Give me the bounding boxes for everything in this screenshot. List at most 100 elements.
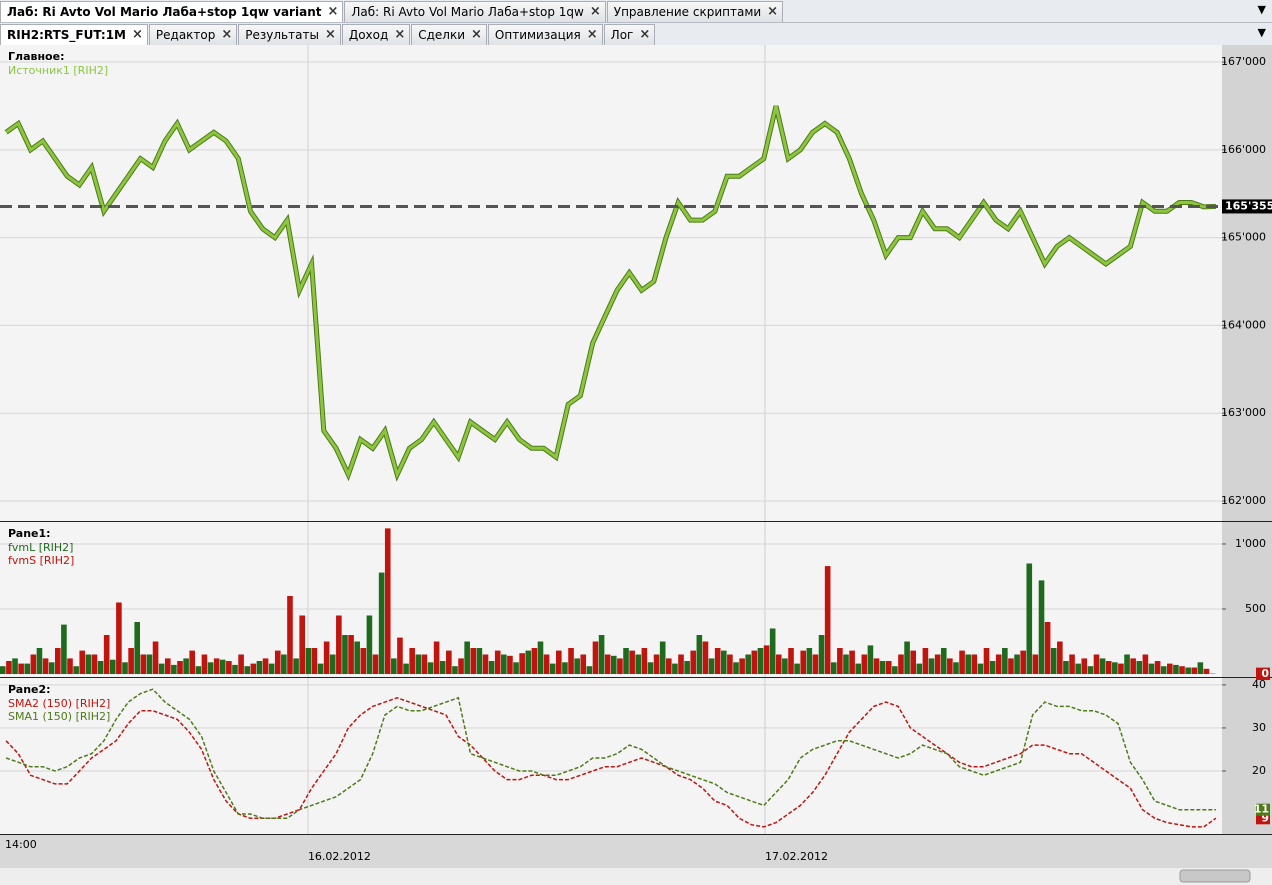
menu-arrow[interactable]: ▼ <box>1257 3 1266 16</box>
bar <box>488 661 495 675</box>
tab-label: Сделки <box>418 28 465 42</box>
tab-close[interactable]: × <box>471 27 482 42</box>
bar <box>873 658 880 675</box>
bar <box>1154 661 1161 675</box>
tab-label: Лог <box>610 28 634 42</box>
legend-entry: fvmL [RIH2] <box>8 541 73 554</box>
tab-close[interactable]: × <box>586 27 598 42</box>
tab-close[interactable]: × <box>324 27 336 42</box>
bar <box>959 650 965 675</box>
last-value-label: 9 <box>1261 811 1269 824</box>
bar <box>446 650 452 675</box>
tab-label: Лаб: Ri Avto Vol Mario Лаба+stop 1qw var… <box>7 5 322 19</box>
bar <box>537 641 544 675</box>
bar <box>617 658 623 675</box>
bar <box>971 654 978 675</box>
bar <box>1026 563 1033 675</box>
y-tick-label: 500 <box>1245 602 1266 615</box>
tab[interactable]: RIH2:RTS_FUT:1M × <box>0 24 148 45</box>
bar <box>794 663 800 675</box>
bar <box>391 658 397 675</box>
tab[interactable]: Сделки × <box>411 24 487 45</box>
tab-close[interactable]: × <box>327 4 339 19</box>
bar <box>892 666 898 675</box>
bar <box>238 654 244 675</box>
time-axis-bg <box>0 835 1272 868</box>
pane: 162'000 163'000 164'000 165'000 166'000 167'0… <box>0 45 1272 521</box>
bar <box>122 662 128 675</box>
scroll-thumb[interactable] <box>1179 869 1251 883</box>
tab-close[interactable]: × <box>589 4 601 19</box>
bar <box>427 662 434 675</box>
bar <box>598 634 605 675</box>
bar <box>109 659 116 675</box>
menu-arrow[interactable]: ▼ <box>1257 26 1266 39</box>
scrollbar[interactable] <box>0 868 1272 885</box>
bar <box>1032 654 1039 675</box>
bar <box>317 663 324 675</box>
bar <box>336 615 342 675</box>
tab-close[interactable]: × <box>394 27 406 42</box>
bar <box>837 648 843 675</box>
bar <box>928 658 935 675</box>
bar <box>476 648 483 675</box>
bar <box>812 654 819 675</box>
bar <box>164 658 171 675</box>
tab[interactable]: Результаты × <box>238 24 341 45</box>
series-line <box>5 697 1217 828</box>
bar <box>916 663 923 675</box>
tab[interactable]: Лаб: Ri Avto Vol Mario Лаба+stop 1qw × <box>344 1 606 22</box>
bar <box>1112 662 1118 675</box>
tab[interactable]: Управление скриптами × <box>606 1 784 22</box>
bar <box>54 648 61 675</box>
bar <box>244 666 251 675</box>
tab[interactable]: Доход × <box>341 24 411 45</box>
pane-title: Главное: <box>8 50 64 63</box>
bar <box>647 662 654 675</box>
bar <box>1020 650 1026 675</box>
tab[interactable]: Редактор × <box>148 24 238 45</box>
tab[interactable]: Лог × <box>603 24 656 45</box>
bar <box>549 663 556 675</box>
last-value-box <box>1256 803 1270 816</box>
bar <box>1136 661 1143 675</box>
bar <box>195 666 202 675</box>
bar <box>788 648 794 675</box>
bar <box>6 661 12 675</box>
bar <box>696 634 703 675</box>
bar <box>849 650 855 675</box>
bar <box>458 658 464 675</box>
bar <box>977 663 984 675</box>
bar <box>146 654 153 675</box>
bar <box>1124 654 1130 675</box>
bar <box>659 641 666 675</box>
bar <box>684 661 690 675</box>
tab-label: Лаб: Ri Avto Vol Mario Лаба+stop 1qw <box>351 5 584 19</box>
bar <box>305 648 312 675</box>
bar <box>299 615 305 675</box>
bar <box>97 661 104 675</box>
tab[interactable]: Лаб: Ri Avto Vol Mario Лаба+stop 1qw var… <box>0 1 344 22</box>
bar <box>24 663 31 675</box>
bar <box>1142 654 1149 675</box>
y-tick-label: 164'000 <box>1221 318 1266 331</box>
bar <box>1014 654 1020 675</box>
bar <box>189 650 196 675</box>
bar <box>714 648 721 675</box>
tab-close[interactable]: × <box>639 27 651 42</box>
current-price-box <box>1222 199 1272 214</box>
bar <box>641 648 648 675</box>
tab[interactable]: Оптимизация × <box>487 24 603 45</box>
bar <box>525 650 532 675</box>
bar <box>183 658 189 675</box>
tab-close[interactable]: × <box>767 4 779 19</box>
bar <box>830 662 837 675</box>
bar <box>1167 663 1173 675</box>
tab-close[interactable]: × <box>221 27 233 42</box>
bar <box>281 654 287 675</box>
tab-close[interactable]: × <box>132 27 143 42</box>
bar <box>763 645 770 675</box>
bar <box>800 650 807 675</box>
bar <box>702 641 709 675</box>
